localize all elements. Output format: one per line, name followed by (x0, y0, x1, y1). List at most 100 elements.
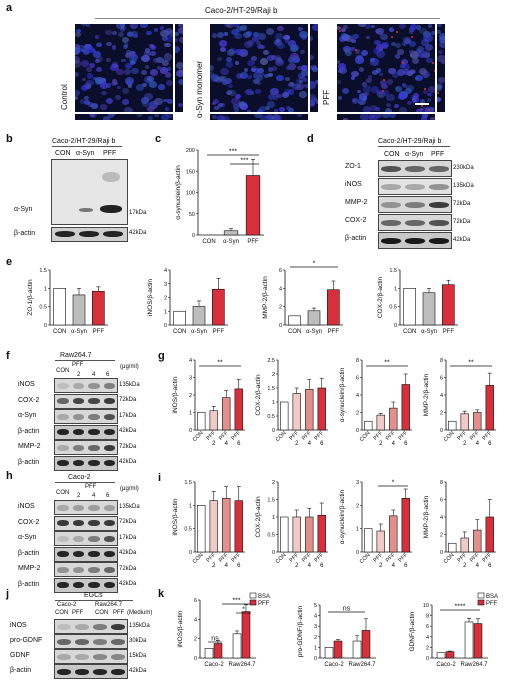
g3-x-dose: 4 (392, 441, 396, 447)
k1-bar (213, 643, 223, 659)
e2-y-tick-label: 0 (164, 323, 167, 329)
e3-y-tick-label: 4 (279, 286, 282, 292)
panel-d-lane-asyn: α-Syn (405, 151, 424, 158)
k2-y-tick-label: 2 (314, 635, 317, 641)
g4-y-tick-label: 8 (440, 358, 443, 364)
panel-e-sig: * (313, 261, 316, 268)
i4-x-label: PFF (469, 552, 481, 564)
blot-h-strip (54, 500, 118, 515)
panel-letter-c: c (155, 133, 162, 145)
e2-x-label: PFF (213, 329, 225, 335)
e1-x-label: α-Syn (71, 329, 87, 335)
legend-bsa-swatch-2 (477, 592, 485, 599)
i3-bar (376, 530, 385, 553)
panel-g-sig-2: ** (384, 360, 390, 367)
panel-j-header-line (55, 600, 133, 601)
e3-bar (288, 315, 301, 326)
e1-x-label: PFF (93, 329, 105, 335)
k3-y-tick-label: 0 (426, 656, 429, 662)
panel-f-unit: (μg/ml) (120, 364, 139, 370)
k1-bar (241, 611, 251, 659)
c-x-label: α-Syn (223, 239, 239, 245)
panel-letter-d: d (307, 133, 314, 145)
legend-pff-label-2: PFF (486, 601, 498, 607)
i2-x-label: PFF (314, 552, 326, 564)
e4-bar (403, 288, 416, 326)
k3-y-tick-label: 8 (426, 614, 429, 620)
panel-h-unit: (μg/ml) (120, 486, 139, 492)
k3-bar (473, 623, 483, 659)
blot-d-strip (378, 196, 452, 213)
k2-bar (361, 630, 371, 659)
panel-f-pff: PFF (72, 362, 84, 368)
g3-y-tick-label: 4 (356, 393, 359, 399)
i1-bar (209, 500, 218, 553)
g1-x-label: PFF (231, 430, 243, 442)
blot-f-row-label: β-actin (18, 458, 40, 466)
e2-y-tick-label: 3 (164, 282, 167, 288)
k1-y-label: iNOS/β-actin (177, 610, 184, 647)
blot-f-size: 42kDa (119, 459, 137, 465)
panel-h-lane-2: 2 (77, 493, 81, 499)
i3-y-tick-label: 3 (356, 480, 359, 486)
k2-y-tick-label: 5 (314, 603, 317, 609)
g4-x-label: PFF (457, 430, 469, 442)
i4-y-tick-label: 2 (440, 533, 443, 539)
panel-d-header-line (378, 146, 450, 147)
micrograph-monomer-side (310, 24, 318, 112)
blot-f-row-label: MMP-2 (18, 443, 41, 450)
blot-f-size: 17kDa (119, 412, 137, 419)
g3-x-label: PFF (398, 430, 410, 442)
e1-y-tick-label: 1.5 (39, 268, 47, 274)
i2-bar (280, 516, 289, 553)
e2-y-tick-label: 2 (164, 296, 167, 302)
i1-bar (222, 498, 231, 553)
panel-h-lane-6: 6 (106, 493, 110, 499)
micrograph-control (75, 24, 173, 112)
blot-h-size: 72kDa (119, 565, 137, 572)
e2-y-label: iNOS/β-actin (147, 279, 154, 316)
blot-f-row-label: α-Syn (18, 412, 37, 419)
panel-j-group-caco: Caco-2 (57, 602, 77, 608)
g4-x-dose: 2 (463, 441, 467, 447)
i4-bar (460, 537, 469, 553)
blot-d-row-label: β-actin (345, 235, 367, 242)
blot-j-strip (54, 664, 128, 679)
blot-h-strip (54, 577, 118, 593)
blot-d-strip (378, 232, 452, 249)
blot-j-size: 15kDa (129, 652, 147, 659)
k2-bar (333, 640, 343, 659)
i2-y-tick-label: 2 (272, 480, 275, 486)
panel-b-row-actin: β-actin (14, 230, 36, 237)
g3-x-label: PFF (373, 430, 385, 442)
panel-a-title: Caco-2/HT-29/Raji b (205, 6, 278, 15)
micrograph-pff-side (437, 24, 445, 112)
e3-y-tick-label: 0 (279, 323, 282, 329)
g3-bar (389, 407, 398, 431)
e2-bar (173, 310, 186, 326)
legend-pff-label: PFF (258, 601, 270, 607)
g3-bar (401, 384, 410, 431)
i2-bar (292, 516, 301, 553)
e4-y-tick-label: 0.5 (389, 305, 397, 311)
i2-x-label: PFF (301, 552, 313, 564)
g4-y-tick-label: 4 (440, 393, 443, 399)
k3-bar (464, 621, 474, 659)
e3-bar (327, 289, 340, 326)
panel-letter-j: j (6, 588, 10, 600)
k3-x-label: Caco-2 (436, 662, 456, 668)
k3-y-tick-label: 10 (423, 603, 429, 609)
g2-y-tick-label: 0 (272, 428, 275, 434)
g2-y-label: COX-2/β-actin (255, 374, 262, 416)
panel-j-header: EGCs (84, 592, 103, 599)
k2-x-label: Raw264.7 (348, 662, 376, 668)
blot-h-row-label: β-actin (18, 580, 40, 588)
micrograph-monomer-bottom (210, 114, 308, 120)
e3-x-label: PFF (328, 329, 340, 335)
panel-j-lane-3: CON (95, 610, 109, 616)
i4-x-label: PFF (482, 552, 494, 564)
panel-f-lane-6: 6 (106, 372, 110, 378)
i1-x-label: CON (192, 552, 205, 565)
e4-bar (422, 292, 436, 326)
legend-bsa-label-2: BSA (486, 594, 498, 600)
